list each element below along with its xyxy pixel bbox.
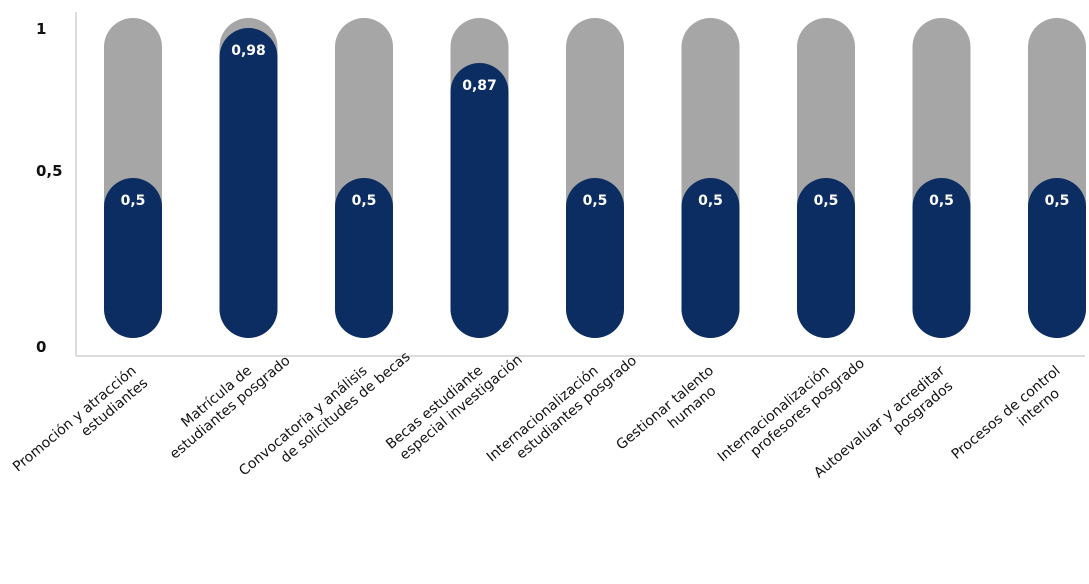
bar-value [912,178,971,338]
x-axis-labels: Promoción y atracciónestudiantes Matrícul… [10,336,1075,492]
bar-value [450,63,509,338]
x-tick-label: Procesos de controlinterno [949,363,1075,476]
bar-group: 0,5 [335,18,393,338]
x-tick-label-line: Internacionalización [715,363,833,466]
bar-data-label: 0,98 [231,43,266,59]
bar-group: 0,98 [219,18,278,338]
y-tick-label: 0,5 [36,162,63,180]
bar-data-label: 0,87 [462,78,497,94]
bar-group: 0,5 [104,18,162,338]
bar-data-label: 0,5 [698,193,723,209]
bar-value [681,178,740,338]
bar-value [219,28,278,338]
bar-group: 0,5 [1028,18,1086,338]
bar-group: 0,5 [912,18,971,338]
x-tick-label: Convocatoria y análisisde solicitudes de… [236,336,413,492]
bar-data-label: 0,5 [929,193,954,209]
bar-group: 0,5 [681,18,740,338]
chart-axes [75,12,1085,357]
x-tick-label-line: Promoción y atracción [10,363,140,475]
bar-value [104,178,162,338]
bar-data-label: 0,5 [1045,193,1070,209]
y-tick-label: 0 [36,338,46,356]
x-tick-label: Gestionar talentohumano [613,363,728,467]
bar-value [797,178,855,338]
bar-data-label: 0,5 [121,193,146,209]
bar-value [1028,178,1086,338]
bar-data-label: 0,5 [352,193,377,209]
x-tick-label-line: Procesos de control [949,363,1064,463]
bar-value [335,178,393,338]
bar-data-label: 0,5 [814,193,839,209]
bar-group: 0,5 [797,18,855,338]
y-tick-label: 1 [36,20,46,38]
y-axis-ticks: 00,51 [36,20,63,356]
bar-group: 0,87 [450,18,509,338]
bar-value [566,178,624,338]
bar-data-label: 0,5 [583,193,608,209]
bars-layer: 0,5 0,98 0,5 0,87 0,5 0,5 0,5 0,5 0,5 [104,18,1086,338]
bar-group: 0,5 [566,18,624,338]
x-tick-label: Promoción y atracciónestudiantes [10,362,151,488]
